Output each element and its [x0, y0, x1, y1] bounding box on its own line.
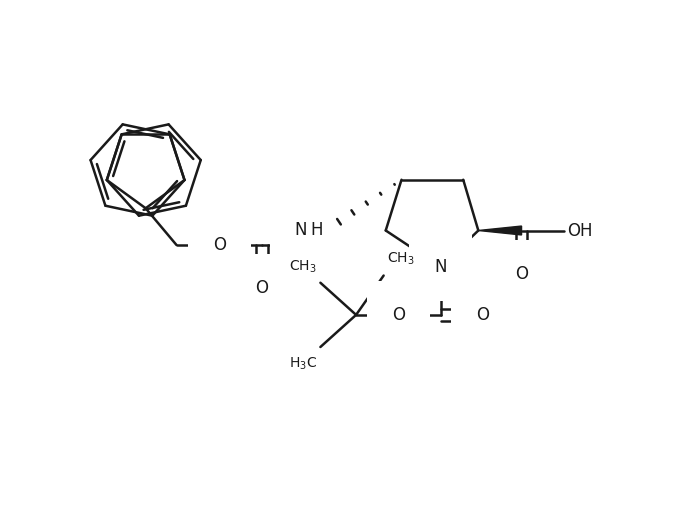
Text: H$_3$C: H$_3$C	[289, 355, 317, 372]
Text: N: N	[294, 221, 307, 239]
Polygon shape	[478, 226, 521, 235]
Text: O: O	[515, 265, 528, 283]
Text: O: O	[255, 279, 269, 297]
Text: CH$_3$: CH$_3$	[290, 258, 317, 275]
Text: CH$_3$: CH$_3$	[387, 251, 415, 267]
Text: O: O	[392, 306, 405, 324]
Text: N: N	[434, 258, 447, 276]
Text: O: O	[213, 236, 226, 254]
Text: O: O	[476, 306, 489, 324]
Text: OH: OH	[567, 222, 593, 240]
Text: H: H	[310, 221, 323, 239]
